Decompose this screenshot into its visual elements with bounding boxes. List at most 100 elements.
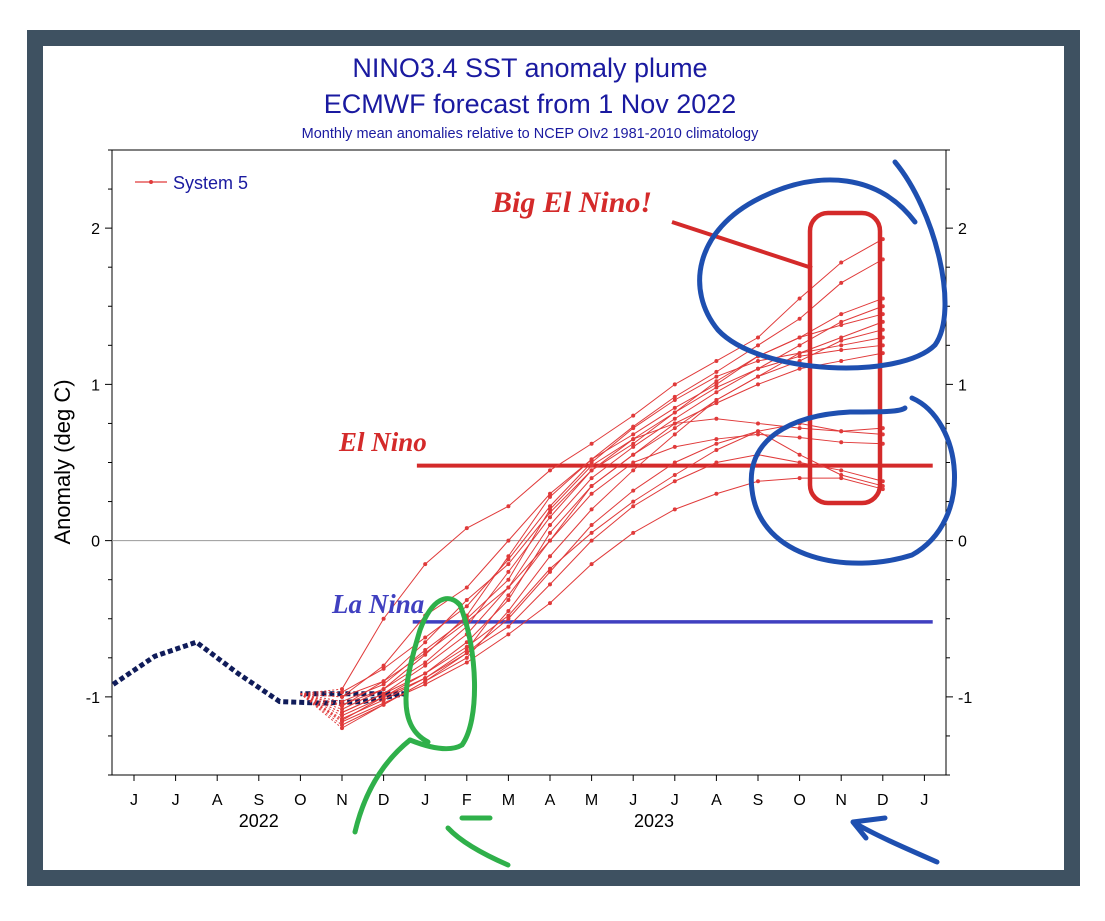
x-tick-label: J — [671, 792, 679, 809]
forecast-point — [423, 676, 428, 681]
forecast-point — [464, 660, 469, 665]
forecast-point — [631, 441, 636, 446]
forecast-point — [381, 666, 386, 671]
x-tick-label: J — [130, 792, 138, 809]
forecast-member-line-6 — [341, 321, 883, 721]
forecast-point — [839, 476, 844, 481]
annotation-big-el-nino: Big El Nino! — [491, 186, 652, 219]
forecast-point — [506, 632, 511, 637]
forecast-point — [839, 260, 844, 265]
forecast-point — [797, 476, 802, 481]
forecast-point — [756, 343, 760, 348]
y-tick-label-right: 2 — [958, 221, 967, 238]
forecast-point — [506, 562, 511, 567]
chart-title: NINO3.4 SST anomaly plume — [352, 53, 707, 83]
forecast-point — [797, 351, 802, 356]
forecast-point — [340, 694, 344, 699]
forecast-point — [714, 398, 719, 402]
x-year-label: 2023 — [634, 811, 674, 831]
forecast-point — [340, 707, 344, 712]
forecast-point — [714, 491, 719, 496]
forecast-point — [340, 710, 344, 715]
forecast-point — [714, 441, 719, 446]
x-tick-label: D — [877, 792, 889, 809]
forecast-point — [589, 507, 594, 512]
forecast-point — [839, 338, 844, 343]
forecast-point — [464, 648, 469, 652]
forecast-point — [548, 538, 552, 543]
forecast-point — [548, 582, 552, 587]
annotation-la-nina: La Nina — [331, 589, 424, 619]
x-tick-label: M — [585, 792, 598, 809]
forecast-point — [506, 557, 511, 562]
forecast-point — [756, 479, 760, 484]
forecast-member-line-15 — [341, 430, 883, 713]
forecast-point — [423, 562, 428, 567]
forecast-point — [423, 682, 428, 687]
forecast-point — [839, 429, 844, 434]
y-tick-label: 2 — [91, 221, 100, 238]
forecast-point — [672, 416, 677, 421]
forecast-member-line-16 — [341, 477, 883, 723]
forecast-point — [340, 716, 344, 721]
forecast-point — [797, 354, 802, 359]
x-tick-label: N — [336, 792, 348, 809]
pen-circle-lower-right — [748, 395, 957, 566]
forecast-point — [672, 382, 677, 387]
forecast-point — [381, 682, 386, 687]
forecast-point — [839, 335, 844, 340]
x-tick-label: J — [172, 792, 180, 809]
x-tick-label: O — [793, 792, 805, 809]
forecast-point — [548, 504, 552, 509]
forecast-point — [839, 323, 844, 327]
forecast-point — [506, 613, 511, 618]
forecast-point — [756, 432, 760, 437]
y-tick-label: 0 — [91, 534, 100, 551]
forecast-point — [506, 608, 511, 613]
forecast-member-line-4 — [341, 305, 883, 713]
forecast-point — [631, 504, 636, 509]
forecast-point — [714, 460, 719, 465]
forecast-point — [381, 663, 386, 668]
forecast-point — [714, 382, 719, 387]
forecast-point — [714, 379, 719, 384]
forecast-member-line-14 — [341, 454, 883, 720]
pen-arrow-green-left — [352, 737, 413, 835]
plot-frame — [111, 149, 947, 776]
forecast-point — [589, 562, 594, 567]
forecast-point — [423, 648, 428, 652]
forecast-member-line-11 — [341, 418, 883, 703]
legend-swatch-marker — [149, 180, 153, 184]
forecast-point — [839, 473, 844, 477]
forecast-point — [464, 604, 469, 609]
y-tick-label-right: 0 — [958, 534, 967, 551]
forecast-point — [797, 452, 802, 457]
y-axis-label: Anomaly (deg C) — [50, 379, 75, 544]
forecast-point — [340, 690, 344, 695]
forecast-point — [631, 413, 636, 418]
x-tick-label: J — [920, 792, 928, 809]
forecast-start-connector — [300, 693, 343, 723]
forecast-point — [839, 280, 844, 285]
forecast-point — [714, 374, 719, 379]
forecast-point — [381, 679, 386, 684]
forecast-point — [340, 719, 344, 724]
forecast-point — [797, 343, 802, 348]
forecast-point — [756, 429, 760, 434]
forecast-point — [797, 366, 802, 371]
forecast-point — [714, 358, 719, 363]
forecast-point — [381, 687, 386, 692]
forecast-point — [589, 491, 594, 496]
forecast-point — [464, 526, 469, 531]
forecast-point — [506, 616, 511, 621]
forecast-point — [839, 440, 844, 445]
x-year-label: 2022 — [239, 811, 279, 831]
y-tick-label: -1 — [86, 690, 100, 707]
x-tick-label: J — [629, 792, 637, 809]
annotation-el-nino: El Nino — [338, 427, 427, 457]
forecast-point — [548, 494, 552, 499]
forecast-start-connector — [300, 691, 343, 695]
forecast-point — [631, 444, 636, 449]
pen-arrow-green-bottom — [445, 815, 511, 868]
forecast-point — [506, 554, 511, 559]
